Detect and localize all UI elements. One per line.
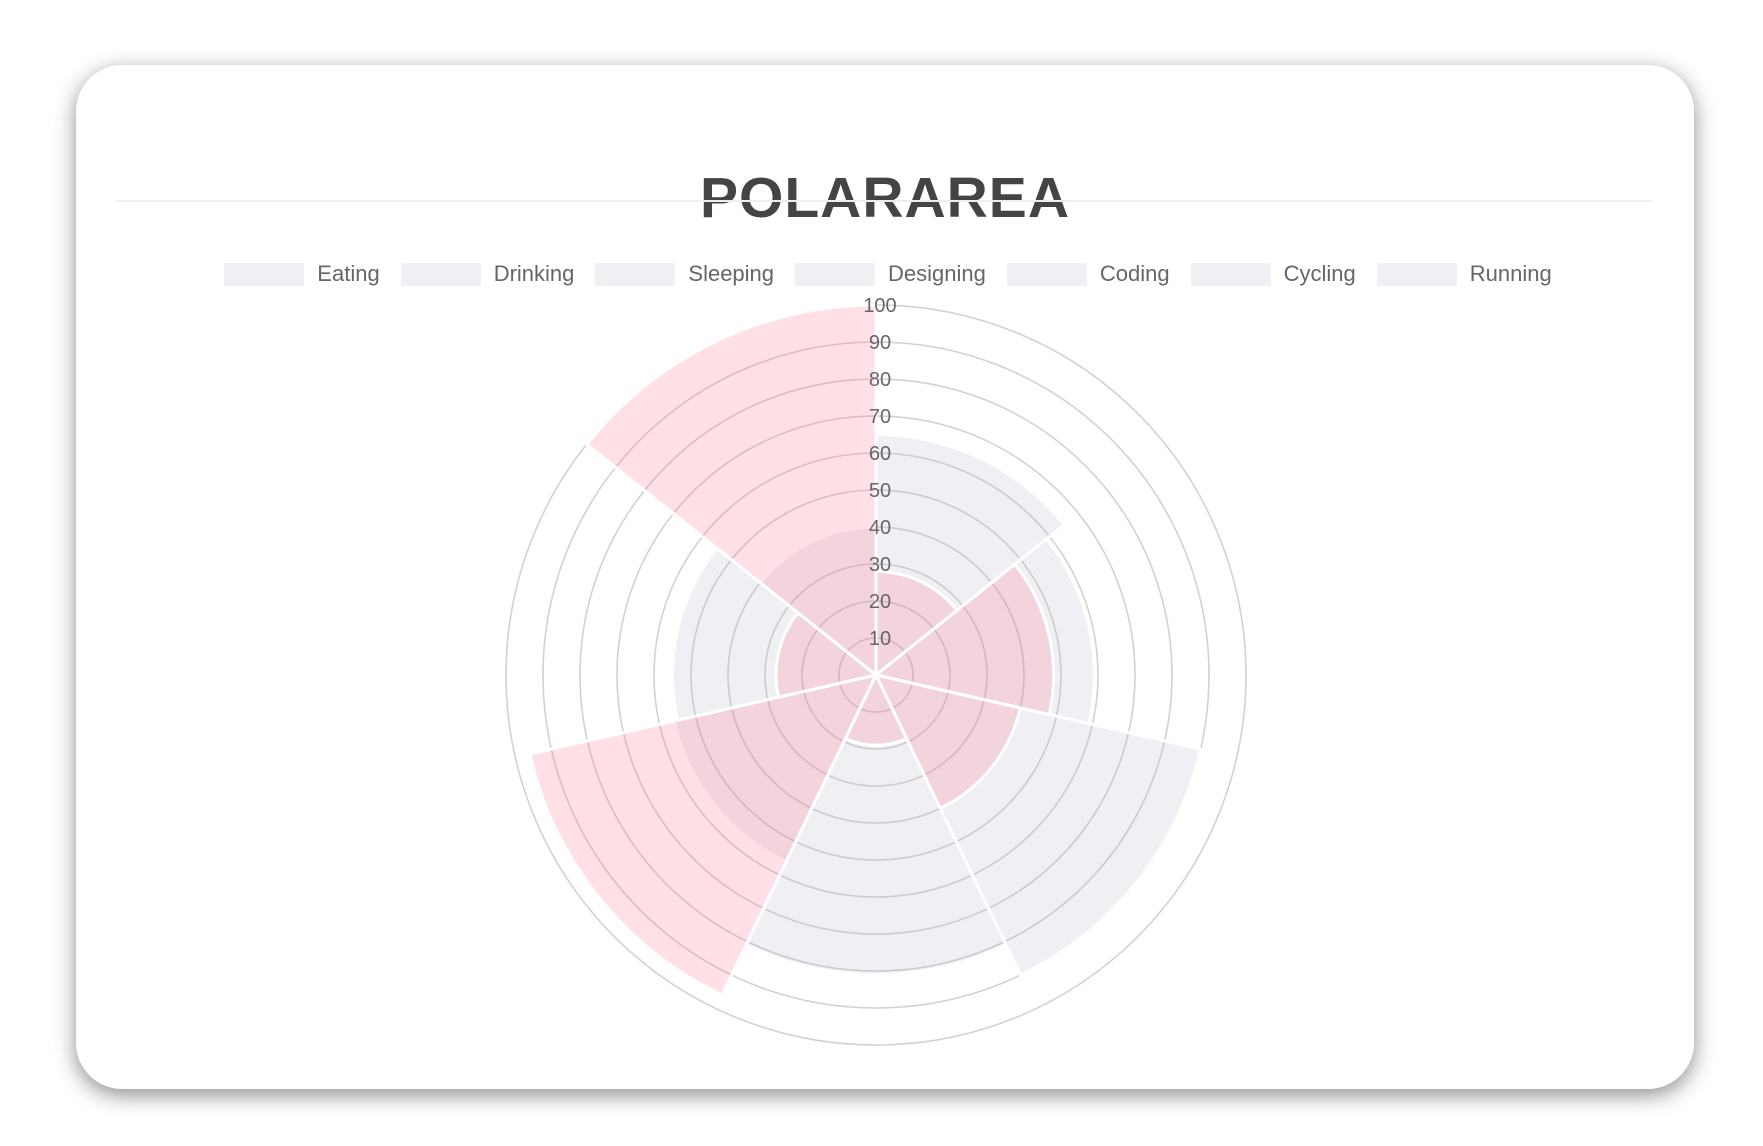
r-tick-label: 70: [869, 406, 891, 428]
r-tick-label: 100: [863, 295, 896, 317]
r-tick-label: 50: [869, 480, 891, 502]
legend-swatch: [224, 262, 305, 286]
polar-segment-drinking[interactable]: [872, 536, 1096, 726]
legend-item-running[interactable]: Running: [1376, 261, 1552, 287]
legend-label: Coding: [1099, 261, 1170, 286]
legend-label: Eating: [317, 261, 380, 286]
r-tick-label: 30: [869, 554, 891, 576]
r-tick-label: 80: [869, 369, 891, 391]
legend-swatch: [400, 262, 481, 286]
legend-swatch: [795, 262, 876, 286]
legend-swatch: [1006, 262, 1087, 286]
polar-segment-sleeping[interactable]: [873, 672, 1023, 811]
polar-segment-eating[interactable]: [874, 432, 1067, 679]
polar-segment-coding[interactable]: [672, 672, 879, 864]
legend-label: Designing: [888, 261, 986, 286]
legend-label: Sleeping: [688, 261, 775, 286]
polar-segment-sleeping[interactable]: [873, 672, 1203, 978]
polar-segment-eating[interactable]: [874, 569, 960, 679]
polar-segment-drinking[interactable]: [872, 562, 1056, 717]
polar-segment-designing[interactable]: [843, 671, 909, 747]
legend-item-designing[interactable]: Designing: [795, 261, 986, 287]
legend-swatch: [1376, 262, 1457, 286]
polar-segment-running[interactable]: [758, 525, 878, 679]
r-tick-label: 60: [869, 443, 891, 465]
legend-item-coding[interactable]: Coding: [1006, 261, 1170, 287]
polar-segment-cycling[interactable]: [671, 546, 880, 723]
legend-item-drinking[interactable]: Drinking: [400, 261, 575, 287]
chart-title: POLARAREA: [699, 166, 1070, 230]
polar-segment-cycling[interactable]: [774, 610, 880, 700]
r-tick-label: 90: [869, 332, 891, 354]
divider: [116, 200, 1652, 202]
legend-item-sleeping[interactable]: Sleeping: [595, 261, 774, 287]
r-tick-label: 20: [869, 591, 891, 613]
polar-segment-running[interactable]: [584, 303, 878, 679]
legend-label: Cycling: [1283, 261, 1356, 286]
legend-swatch: [595, 262, 676, 286]
legend-label: Running: [1469, 261, 1552, 286]
r-tick-label: 40: [869, 517, 891, 539]
chart-card: POLARAREA Eating Drinking Sleeping Desig…: [76, 65, 1694, 1089]
legend-item-cycling[interactable]: Cycling: [1190, 261, 1356, 287]
legend-swatch: [1190, 262, 1271, 286]
legend-item-eating[interactable]: Eating: [224, 261, 380, 287]
r-tick-label: 10: [869, 628, 891, 650]
legend-label: Drinking: [493, 261, 575, 286]
legend: Eating Drinking Sleeping Designing Codin…: [76, 261, 1694, 287]
polar-segment-coding[interactable]: [527, 672, 879, 998]
polar-segment-designing[interactable]: [743, 671, 1009, 977]
